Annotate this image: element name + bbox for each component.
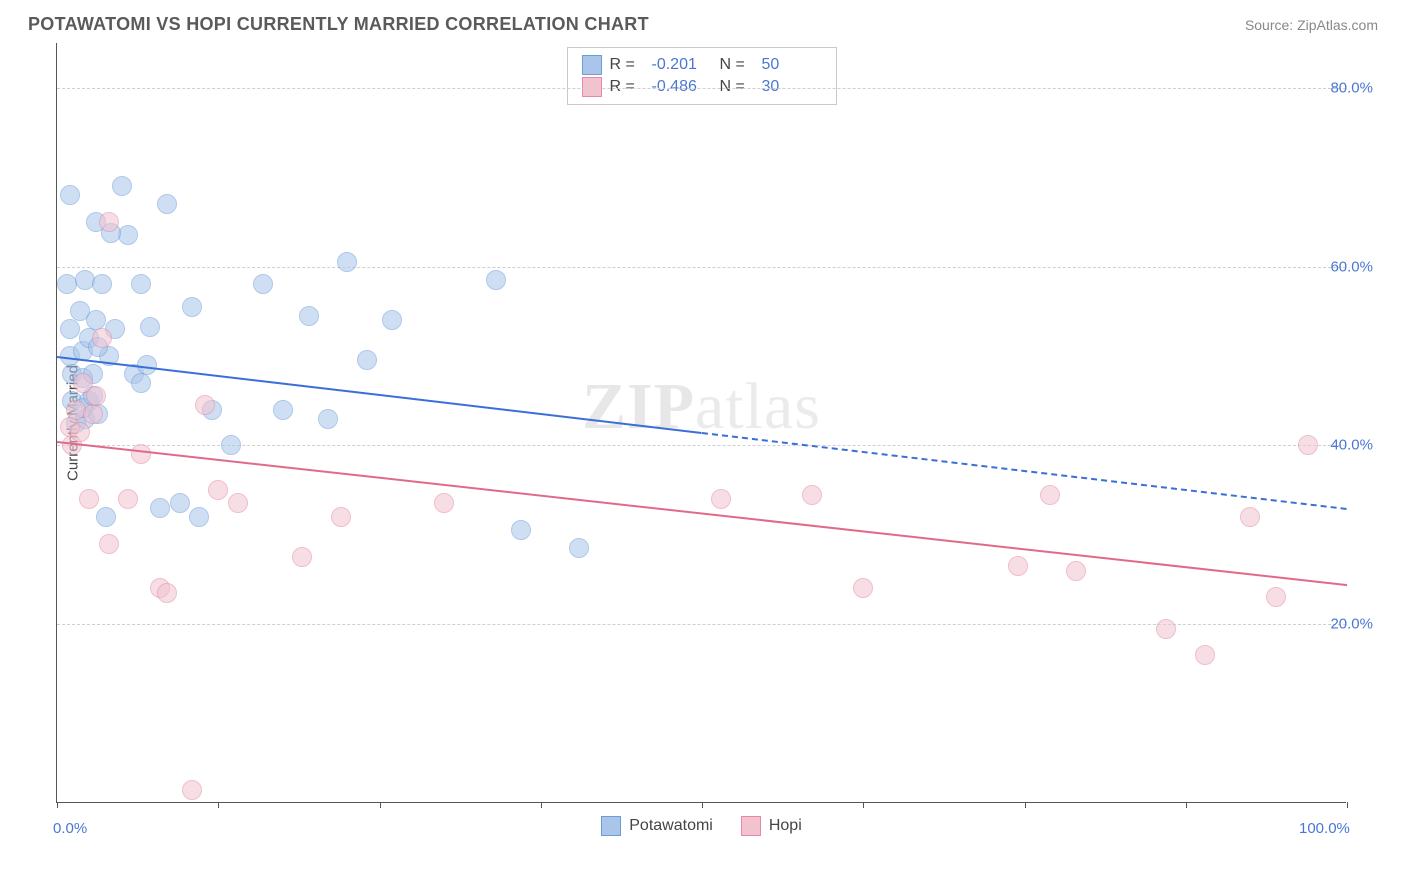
legend-label: Hopi — [769, 817, 802, 835]
data-point — [131, 274, 151, 294]
data-point — [60, 319, 80, 339]
data-point — [96, 507, 116, 527]
data-point — [118, 489, 138, 509]
r-label: R = — [610, 56, 644, 74]
chart-title: POTAWATOMI VS HOPI CURRENTLY MARRIED COR… — [28, 14, 649, 35]
trend-line — [702, 432, 1347, 510]
data-point — [83, 404, 103, 424]
x-tick — [380, 802, 381, 808]
n-value: 50 — [762, 56, 822, 74]
data-point — [99, 212, 119, 232]
x-tick — [1186, 802, 1187, 808]
data-point — [273, 400, 293, 420]
data-point — [221, 435, 241, 455]
x-tick — [702, 802, 703, 808]
data-point — [118, 225, 138, 245]
data-point — [86, 386, 106, 406]
data-point — [1066, 561, 1086, 581]
data-point — [79, 489, 99, 509]
legend-label: Potawatomi — [629, 817, 713, 835]
source-name: ZipAtlas.com — [1297, 17, 1378, 33]
source-label: Source: ZipAtlas.com — [1245, 17, 1378, 33]
data-point — [131, 373, 151, 393]
legend-correlation: R =-0.201N =50R =-0.486N =30 — [567, 47, 837, 105]
y-tick-label: 20.0% — [1330, 616, 1373, 633]
data-point — [228, 493, 248, 513]
data-point — [292, 547, 312, 567]
data-point — [157, 194, 177, 214]
data-point — [1195, 645, 1215, 665]
data-point — [337, 252, 357, 272]
data-point — [382, 310, 402, 330]
gridline — [57, 445, 1346, 446]
data-point — [70, 422, 90, 442]
data-point — [150, 498, 170, 518]
y-tick-label: 40.0% — [1330, 437, 1373, 454]
gridline — [57, 88, 1346, 89]
data-point — [208, 480, 228, 500]
trend-line — [57, 441, 1347, 586]
legend-swatch — [601, 816, 621, 836]
header: POTAWATOMI VS HOPI CURRENTLY MARRIED COR… — [0, 0, 1406, 43]
watermark-bold: ZIP — [582, 370, 695, 443]
data-point — [486, 270, 506, 290]
data-point — [1156, 619, 1176, 639]
data-point — [711, 489, 731, 509]
x-tick-label: 100.0% — [1299, 820, 1350, 837]
data-point — [253, 274, 273, 294]
data-point — [299, 306, 319, 326]
r-value: -0.201 — [652, 56, 712, 74]
data-point — [60, 185, 80, 205]
n-label: N = — [720, 56, 754, 74]
data-point — [1266, 587, 1286, 607]
data-point — [131, 444, 151, 464]
x-tick — [1025, 802, 1026, 808]
y-tick-label: 60.0% — [1330, 258, 1373, 275]
x-tick-label: 0.0% — [53, 820, 87, 837]
data-point — [853, 578, 873, 598]
legend-swatch — [741, 816, 761, 836]
data-point — [331, 507, 351, 527]
legend-series: Potawatomi Hopi — [57, 816, 1346, 841]
data-point — [170, 493, 190, 513]
data-point — [140, 317, 160, 337]
data-point — [182, 297, 202, 317]
data-point — [112, 176, 132, 196]
data-point — [1298, 435, 1318, 455]
plot-box: Currently Married ZIPatlas R =-0.201N =5… — [56, 43, 1346, 803]
x-tick — [218, 802, 219, 808]
data-point — [1240, 507, 1260, 527]
data-point — [357, 350, 377, 370]
data-point — [92, 274, 112, 294]
chart-area: Currently Married ZIPatlas R =-0.201N =5… — [56, 43, 1378, 803]
gridline — [57, 267, 1346, 268]
legend-item: Potawatomi — [601, 816, 713, 836]
x-tick — [1347, 802, 1348, 808]
data-point — [195, 395, 215, 415]
gridline — [57, 624, 1346, 625]
data-point — [92, 328, 112, 348]
y-tick-label: 80.0% — [1330, 79, 1373, 96]
data-point — [569, 538, 589, 558]
data-point — [802, 485, 822, 505]
data-point — [511, 520, 531, 540]
legend-row: R = -0.201 N = 50 — [582, 54, 822, 76]
data-point — [189, 507, 209, 527]
data-point — [182, 780, 202, 800]
data-point — [434, 493, 454, 513]
x-tick — [541, 802, 542, 808]
data-point — [99, 534, 119, 554]
x-tick — [863, 802, 864, 808]
legend-swatch — [582, 55, 602, 75]
data-point — [318, 409, 338, 429]
legend-item: Hopi — [741, 816, 802, 836]
trend-line — [57, 356, 702, 434]
data-point — [1008, 556, 1028, 576]
data-point — [1040, 485, 1060, 505]
source-prefix: Source: — [1245, 17, 1297, 33]
data-point — [57, 274, 77, 294]
data-point — [157, 583, 177, 603]
watermark-light: atlas — [695, 370, 821, 443]
x-tick — [57, 802, 58, 808]
